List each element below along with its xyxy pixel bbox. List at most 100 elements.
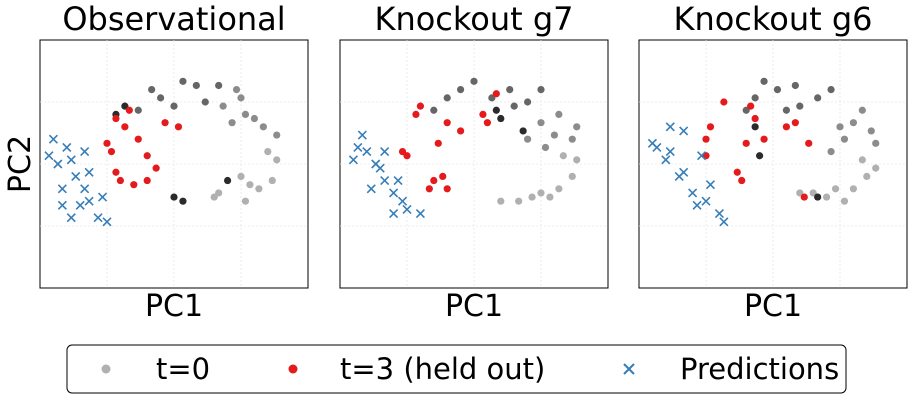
point-t-1: [237, 94, 245, 102]
point-t-1: [568, 135, 576, 143]
point-t-0: [268, 176, 276, 185]
point-t-0: [273, 156, 281, 164]
scatter-marks: [44, 77, 281, 227]
point-t-2: [179, 77, 187, 85]
point-predictions: [701, 196, 711, 206]
point-predictions: [62, 142, 72, 153]
legend-marker-predictions: [623, 363, 635, 375]
point-predictions: [57, 184, 67, 194]
grid-lines: [40, 40, 308, 288]
point-t-1: [836, 123, 844, 131]
point-t-2: [782, 106, 791, 114]
scatter-marks: [647, 77, 880, 227]
point-t-3-held-out: [412, 110, 420, 118]
point-t-3-held-out: [443, 185, 451, 193]
point-t-0: [528, 193, 536, 201]
point-t-2: [192, 81, 200, 90]
grid-lines: [639, 40, 907, 288]
point-t-2: [773, 86, 782, 94]
point-predictions: [415, 209, 425, 219]
point-t-2: [791, 81, 799, 90]
point-t-3-held-out: [107, 148, 116, 156]
point-t-1: [550, 131, 559, 139]
point-predictions: [80, 184, 90, 194]
point-t-3-held-out: [121, 123, 129, 131]
point-predictions: [679, 167, 689, 177]
point-predictions: [48, 134, 58, 144]
point-predictions: [719, 217, 729, 227]
point-t-0: [840, 197, 849, 205]
point-t-2: [470, 77, 478, 85]
point-predictions: [696, 151, 707, 161]
point-t-0: [568, 172, 576, 180]
point-t-2: [457, 86, 465, 94]
point-t-3-held-out: [174, 123, 183, 131]
point-t-3-held-out: [152, 164, 160, 172]
point-t-2: [537, 86, 545, 94]
point-predictions: [353, 142, 363, 153]
point-t-1: [555, 110, 563, 118]
point-t-1: [827, 148, 835, 156]
point-predictions: [705, 180, 716, 190]
point-t-3-held-out: [706, 123, 715, 131]
point-predictions: [71, 171, 81, 181]
point-t-3-held-out: [130, 181, 138, 189]
point-t-2: [760, 77, 768, 85]
point-t-1: [241, 110, 250, 118]
point-t-3-held-out: [439, 172, 447, 180]
panel-knockout-g7: Knockout g7 PC1: [339, 0, 609, 324]
point-t-3-held-out: [125, 106, 133, 114]
point-t-0: [515, 197, 523, 205]
point-t-2-dark: [492, 106, 500, 114]
point-predictions: [692, 200, 702, 210]
point-t-0: [537, 189, 545, 197]
legend-label-t0: t=0: [156, 352, 210, 386]
panel-observational: Observational PC1 PC2: [3, 0, 309, 324]
point-t-1: [872, 139, 880, 147]
point-t-0: [237, 172, 245, 180]
legend-label-predictions: Predictions: [680, 352, 839, 386]
point-t-0: [555, 185, 563, 193]
point-t-1: [259, 123, 267, 131]
point-t-3-held-out: [416, 102, 424, 110]
point-t-3-held-out: [103, 139, 111, 147]
point-t-3-held-out: [134, 135, 142, 143]
point-predictions: [679, 126, 689, 136]
point-t-0: [573, 156, 581, 164]
point-t-3-held-out: [720, 98, 728, 106]
point-t-3-held-out: [457, 127, 465, 135]
point-predictions: [97, 192, 108, 202]
point-t-3-held-out: [760, 135, 768, 143]
point-t-0: [255, 185, 263, 193]
point-t-1: [537, 119, 545, 127]
point-t-3-held-out: [403, 152, 411, 160]
point-t-1: [840, 135, 849, 143]
point-t-2: [796, 102, 804, 110]
point-t-3-held-out: [733, 168, 741, 176]
point-t-1: [858, 106, 866, 114]
legend-frame: [66, 344, 847, 394]
point-t-3-held-out: [430, 176, 438, 185]
y-axis-label: PC2: [3, 135, 38, 193]
point-t-3-held-out: [747, 102, 755, 110]
point-t-2-dark: [519, 127, 527, 135]
point-t-3-held-out: [434, 139, 442, 147]
point-t-3-held-out: [805, 139, 813, 147]
point-t-3-held-out: [782, 123, 791, 131]
legend-marker-t3: [288, 364, 298, 374]
point-t-3-held-out: [116, 176, 124, 185]
legend: t=0 t=3 (held out) Predictions: [66, 344, 847, 394]
point-predictions: [665, 122, 675, 132]
point-t-2: [215, 81, 223, 90]
point-predictions: [380, 175, 390, 186]
point-t-3-held-out: [742, 139, 750, 147]
point-predictions: [80, 147, 90, 157]
point-predictions: [84, 167, 94, 177]
point-t-2: [134, 106, 142, 114]
point-t-0: [858, 156, 866, 164]
point-predictions: [397, 196, 408, 206]
point-t-2: [827, 86, 835, 94]
point-t-3-held-out: [443, 119, 451, 127]
point-t-2-dark: [170, 193, 178, 201]
point-predictions: [389, 188, 399, 198]
